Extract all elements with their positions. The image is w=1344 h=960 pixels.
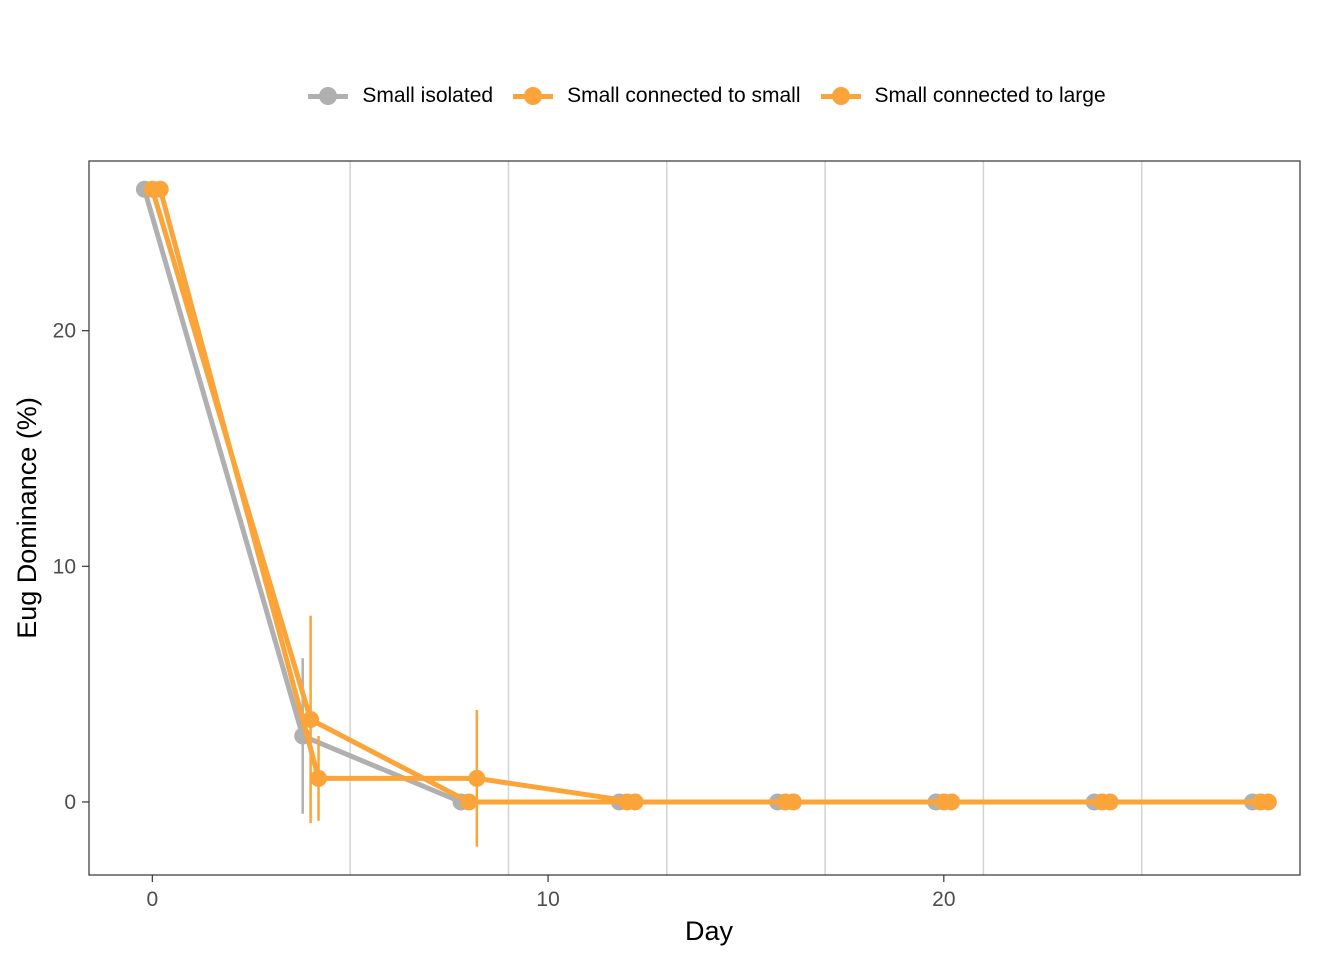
y-tick-label: 0 — [64, 791, 76, 814]
series-1 — [143, 180, 1269, 824]
legend-item-small-connected-to-large: Small connected to large — [820, 84, 1106, 108]
data-point — [310, 769, 328, 787]
data-point — [626, 793, 644, 811]
legend-label: Small connected to large — [874, 84, 1106, 107]
legend-key-small-connected-to-large — [820, 86, 861, 106]
legend-key-small-connected-to-small — [513, 86, 554, 106]
data-point — [1259, 793, 1277, 811]
y-tick-label: 20 — [53, 320, 76, 343]
plot-panel-border — [88, 160, 1301, 876]
legend-item-small-connected-to-small: Small connected to small — [513, 84, 801, 108]
series-group — [135, 180, 1277, 847]
legend-label: Small connected to small — [567, 84, 801, 107]
data-point — [468, 769, 486, 787]
data-point — [1101, 793, 1119, 811]
x-tick-label: 20 — [932, 888, 955, 911]
legend-item-small-isolated: Small isolated — [308, 84, 493, 108]
data-point — [943, 793, 961, 811]
series-line — [157, 188, 1269, 805]
legend-label: Small isolated — [362, 84, 494, 107]
data-point — [460, 793, 478, 811]
data-point — [151, 180, 169, 198]
x-tick-label: 0 — [146, 888, 158, 911]
grid-lines — [349, 161, 1143, 875]
series-line — [149, 188, 1261, 805]
x-tick-label: 10 — [536, 888, 559, 911]
legend: Small isolated Small connected to small … — [0, 78, 1344, 114]
legend-key-small-isolated — [308, 86, 349, 106]
x-axis-label: Day — [685, 916, 734, 946]
axes-group: 0 10 20 0 10 20 — [53, 320, 956, 911]
y-tick-label: 10 — [53, 555, 76, 578]
y-axis-label: Eug Dominance (%) — [12, 397, 42, 639]
series-2 — [151, 180, 1277, 847]
data-point — [784, 793, 802, 811]
